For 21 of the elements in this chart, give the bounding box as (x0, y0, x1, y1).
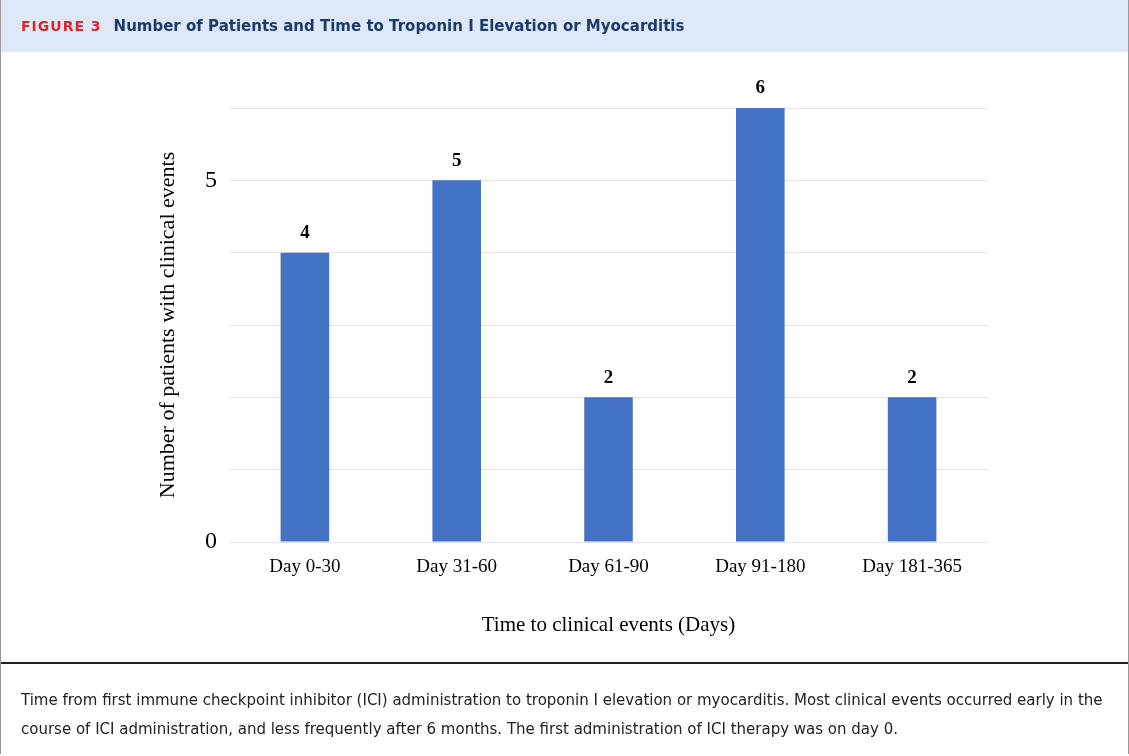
x-tick-label: Day 181-365 (862, 555, 962, 577)
x-tick-label: Day 61-90 (568, 555, 649, 577)
bar (736, 108, 785, 542)
bar (280, 252, 330, 542)
bar (584, 397, 633, 542)
data-label: 2 (603, 365, 614, 387)
y-tick-label: 0 (205, 527, 217, 554)
data-label: 4 (300, 221, 311, 243)
text: Time from first immune checkpoint inhibitor (ICI) administration to troponin I elevation or myocarditis. Most clinical events occurred early in the course of ICI administration, and less frequently after 6 months. The first administration of ICI therapy was on day 0. (20, 690, 1104, 740)
data-label: 6 (755, 76, 766, 98)
chart-title: Number of Patients and Time to Troponin I Elevation or Myocarditis (113, 17, 685, 35)
x-tick-label: Day 0-30 (269, 555, 341, 577)
x-axis-title: Time to clinical events (Days) (481, 611, 736, 636)
data-label: 2 (907, 365, 917, 387)
bar (432, 180, 481, 542)
y-axis-title: Number of patients with clinical events (153, 151, 179, 499)
x-tick-label: Day 91-180 (715, 555, 806, 577)
bar (887, 397, 937, 542)
caption: FIGURE 3 (21, 18, 102, 34)
x-tick-label: Day 31-60 (416, 555, 498, 577)
data-label: 5 (451, 148, 462, 170)
